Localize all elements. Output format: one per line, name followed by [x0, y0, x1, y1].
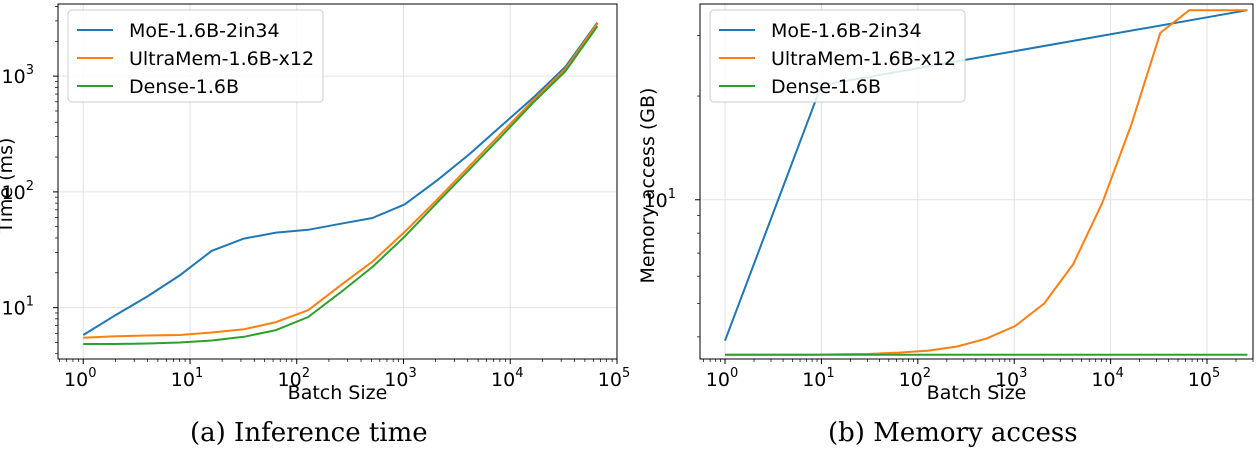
y-axis-label: Time (ms): [0, 138, 17, 235]
y-tick-exponent: 3: [26, 63, 34, 78]
x-tick-label: 103: [384, 366, 416, 391]
x-axis-label: Batch Size: [927, 382, 1027, 404]
x-tick-exponent: 4: [1116, 366, 1124, 381]
x-tick-label: 101: [802, 366, 834, 391]
legend-label: MoE-1.6B-2in34: [129, 20, 280, 42]
plot-frame: [57, 3, 618, 360]
legend-box: [709, 9, 966, 103]
y-tick-label: 103: [2, 63, 34, 88]
legend-label: Dense-1.6B: [771, 76, 881, 98]
x-tick-label: 105: [598, 366, 630, 391]
y-axis-label: Memory access (GB): [637, 88, 659, 284]
x-tick-exponent: 5: [1212, 366, 1220, 381]
x-tick-exponent: 5: [622, 366, 630, 381]
caption-inference-time: (a) Inference time: [190, 418, 428, 448]
legend-label: UltraMem-1.6B-x12: [771, 48, 956, 70]
x-tick-exponent: 0: [88, 366, 96, 381]
legend-box: [67, 9, 324, 103]
x-tick-exponent: 0: [730, 366, 738, 381]
x-tick-label: 104: [491, 366, 523, 391]
y-tick-exponent: 1: [668, 187, 676, 202]
legend-label: Dense-1.6B: [129, 76, 239, 98]
x-tick-exponent: 3: [408, 366, 416, 381]
x-tick-exponent: 1: [826, 366, 834, 381]
x-tick-exponent: 4: [515, 366, 523, 381]
legend-label: UltraMem-1.6B-x12: [129, 48, 314, 70]
series-line-moe-1-6b-2in34: [82, 22, 599, 336]
x-tick-exponent: 1: [195, 366, 203, 381]
y-tick-label: 101: [2, 295, 34, 320]
x-axis-label: Batch Size: [288, 382, 388, 404]
series-line-dense-1-6b: [83, 25, 599, 345]
x-tick-label: 100: [64, 366, 96, 391]
series-line-ultramem-1-6b-x12: [83, 22, 599, 339]
x-tick-label: 100: [706, 366, 738, 391]
y-tick-exponent: 1: [26, 295, 34, 310]
x-tick-label: 105: [1188, 366, 1220, 391]
x-tick-exponent: 3: [1019, 366, 1027, 381]
x-tick-label: 101: [171, 366, 203, 391]
caption-memory-access: (b) Memory access: [828, 418, 1078, 448]
plot-frame: [699, 3, 1254, 360]
x-tick-label: 104: [1091, 366, 1123, 391]
y-tick-exponent: 2: [26, 179, 34, 194]
legend-label: MoE-1.6B-2in34: [771, 20, 922, 42]
x-tick-exponent: 2: [302, 366, 310, 381]
x-tick-exponent: 2: [923, 366, 931, 381]
